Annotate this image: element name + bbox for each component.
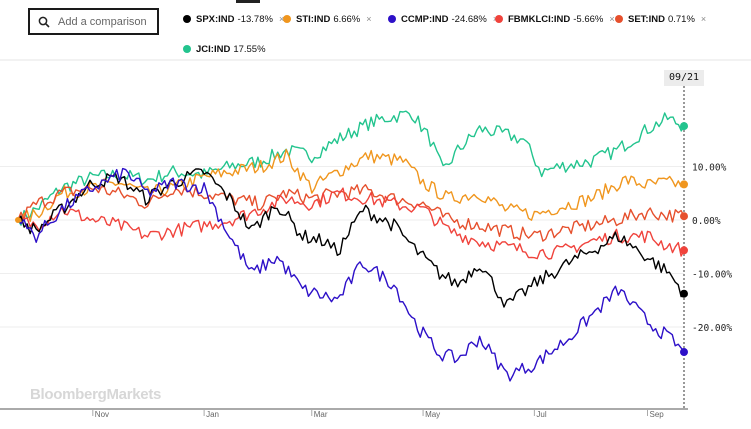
legend-item[interactable]: SPX:IND -13.78% × [183, 12, 284, 26]
legend-color-dot [283, 15, 291, 23]
current-date-badge: 09/21 [664, 70, 704, 86]
y-tick-label: -20.00% [692, 323, 732, 334]
x-tick-label: Jul [536, 410, 546, 419]
legend-item[interactable]: SET:IND 0.71% × [615, 12, 706, 26]
legend-ticker: SPX:IND [196, 13, 235, 25]
x-tick-label: May [425, 410, 440, 419]
x-tick-label: Mar [314, 410, 328, 419]
series-line [17, 183, 685, 242]
legend-ticker: CCMP:IND [401, 13, 449, 25]
series-line [17, 110, 685, 226]
legend-color-dot [183, 15, 191, 23]
legend-change: 0.71% [667, 13, 695, 25]
legend-change: 6.66% [333, 13, 361, 25]
series-line [17, 168, 685, 308]
series-line [17, 148, 685, 224]
y-tick-label: 10.00% [692, 163, 727, 174]
close-icon[interactable]: × [609, 14, 615, 24]
series-end-marker [680, 180, 688, 189]
close-icon[interactable]: × [700, 14, 707, 24]
search-icon [38, 16, 50, 28]
series-line [17, 167, 685, 382]
series-end-marker [680, 246, 688, 255]
close-icon[interactable]: × [278, 14, 285, 24]
legend-change: 17.55% [233, 43, 266, 55]
legend-item[interactable]: STI:IND 6.66% × [283, 12, 372, 26]
series-end-marker [680, 289, 688, 298]
bloomberg-logo: BloombergMarkets [30, 386, 162, 403]
y-tick-label: 0.00% [692, 216, 721, 227]
legend-change: -24.68% [451, 13, 487, 25]
legend-item[interactable]: JCI:IND 17.55% [183, 42, 266, 56]
legend-change: -13.78% [237, 13, 273, 25]
legend-color-dot [183, 45, 191, 53]
legend-ticker: JCI:IND [196, 43, 231, 55]
series-end-marker [680, 348, 688, 357]
x-tick-label: Jan [206, 410, 219, 419]
comparison-input[interactable] [58, 15, 153, 28]
x-tick-label: Sep [650, 410, 665, 419]
y-tick-label: -10.00% [692, 270, 732, 281]
series-start-marker [15, 217, 21, 223]
series-end-marker [680, 212, 688, 221]
series-end-marker [680, 122, 688, 131]
legend-color-dot [388, 15, 396, 23]
legend-item[interactable]: FBMKLCI:IND -5.66% × [495, 12, 615, 26]
legend-ticker: SET:IND [628, 13, 665, 25]
legend-ticker: STI:IND [296, 13, 331, 25]
legend-ticker: FBMKLCI:IND [508, 13, 571, 25]
tab-indicator [236, 0, 260, 3]
legend-color-dot [615, 15, 623, 23]
close-icon[interactable]: × [366, 14, 372, 24]
series-line [17, 187, 685, 260]
comparison-search[interactable] [28, 8, 159, 35]
x-tick-label: Nov [95, 410, 109, 419]
legend-color-dot [495, 15, 503, 23]
legend-change: -5.66% [573, 13, 604, 25]
